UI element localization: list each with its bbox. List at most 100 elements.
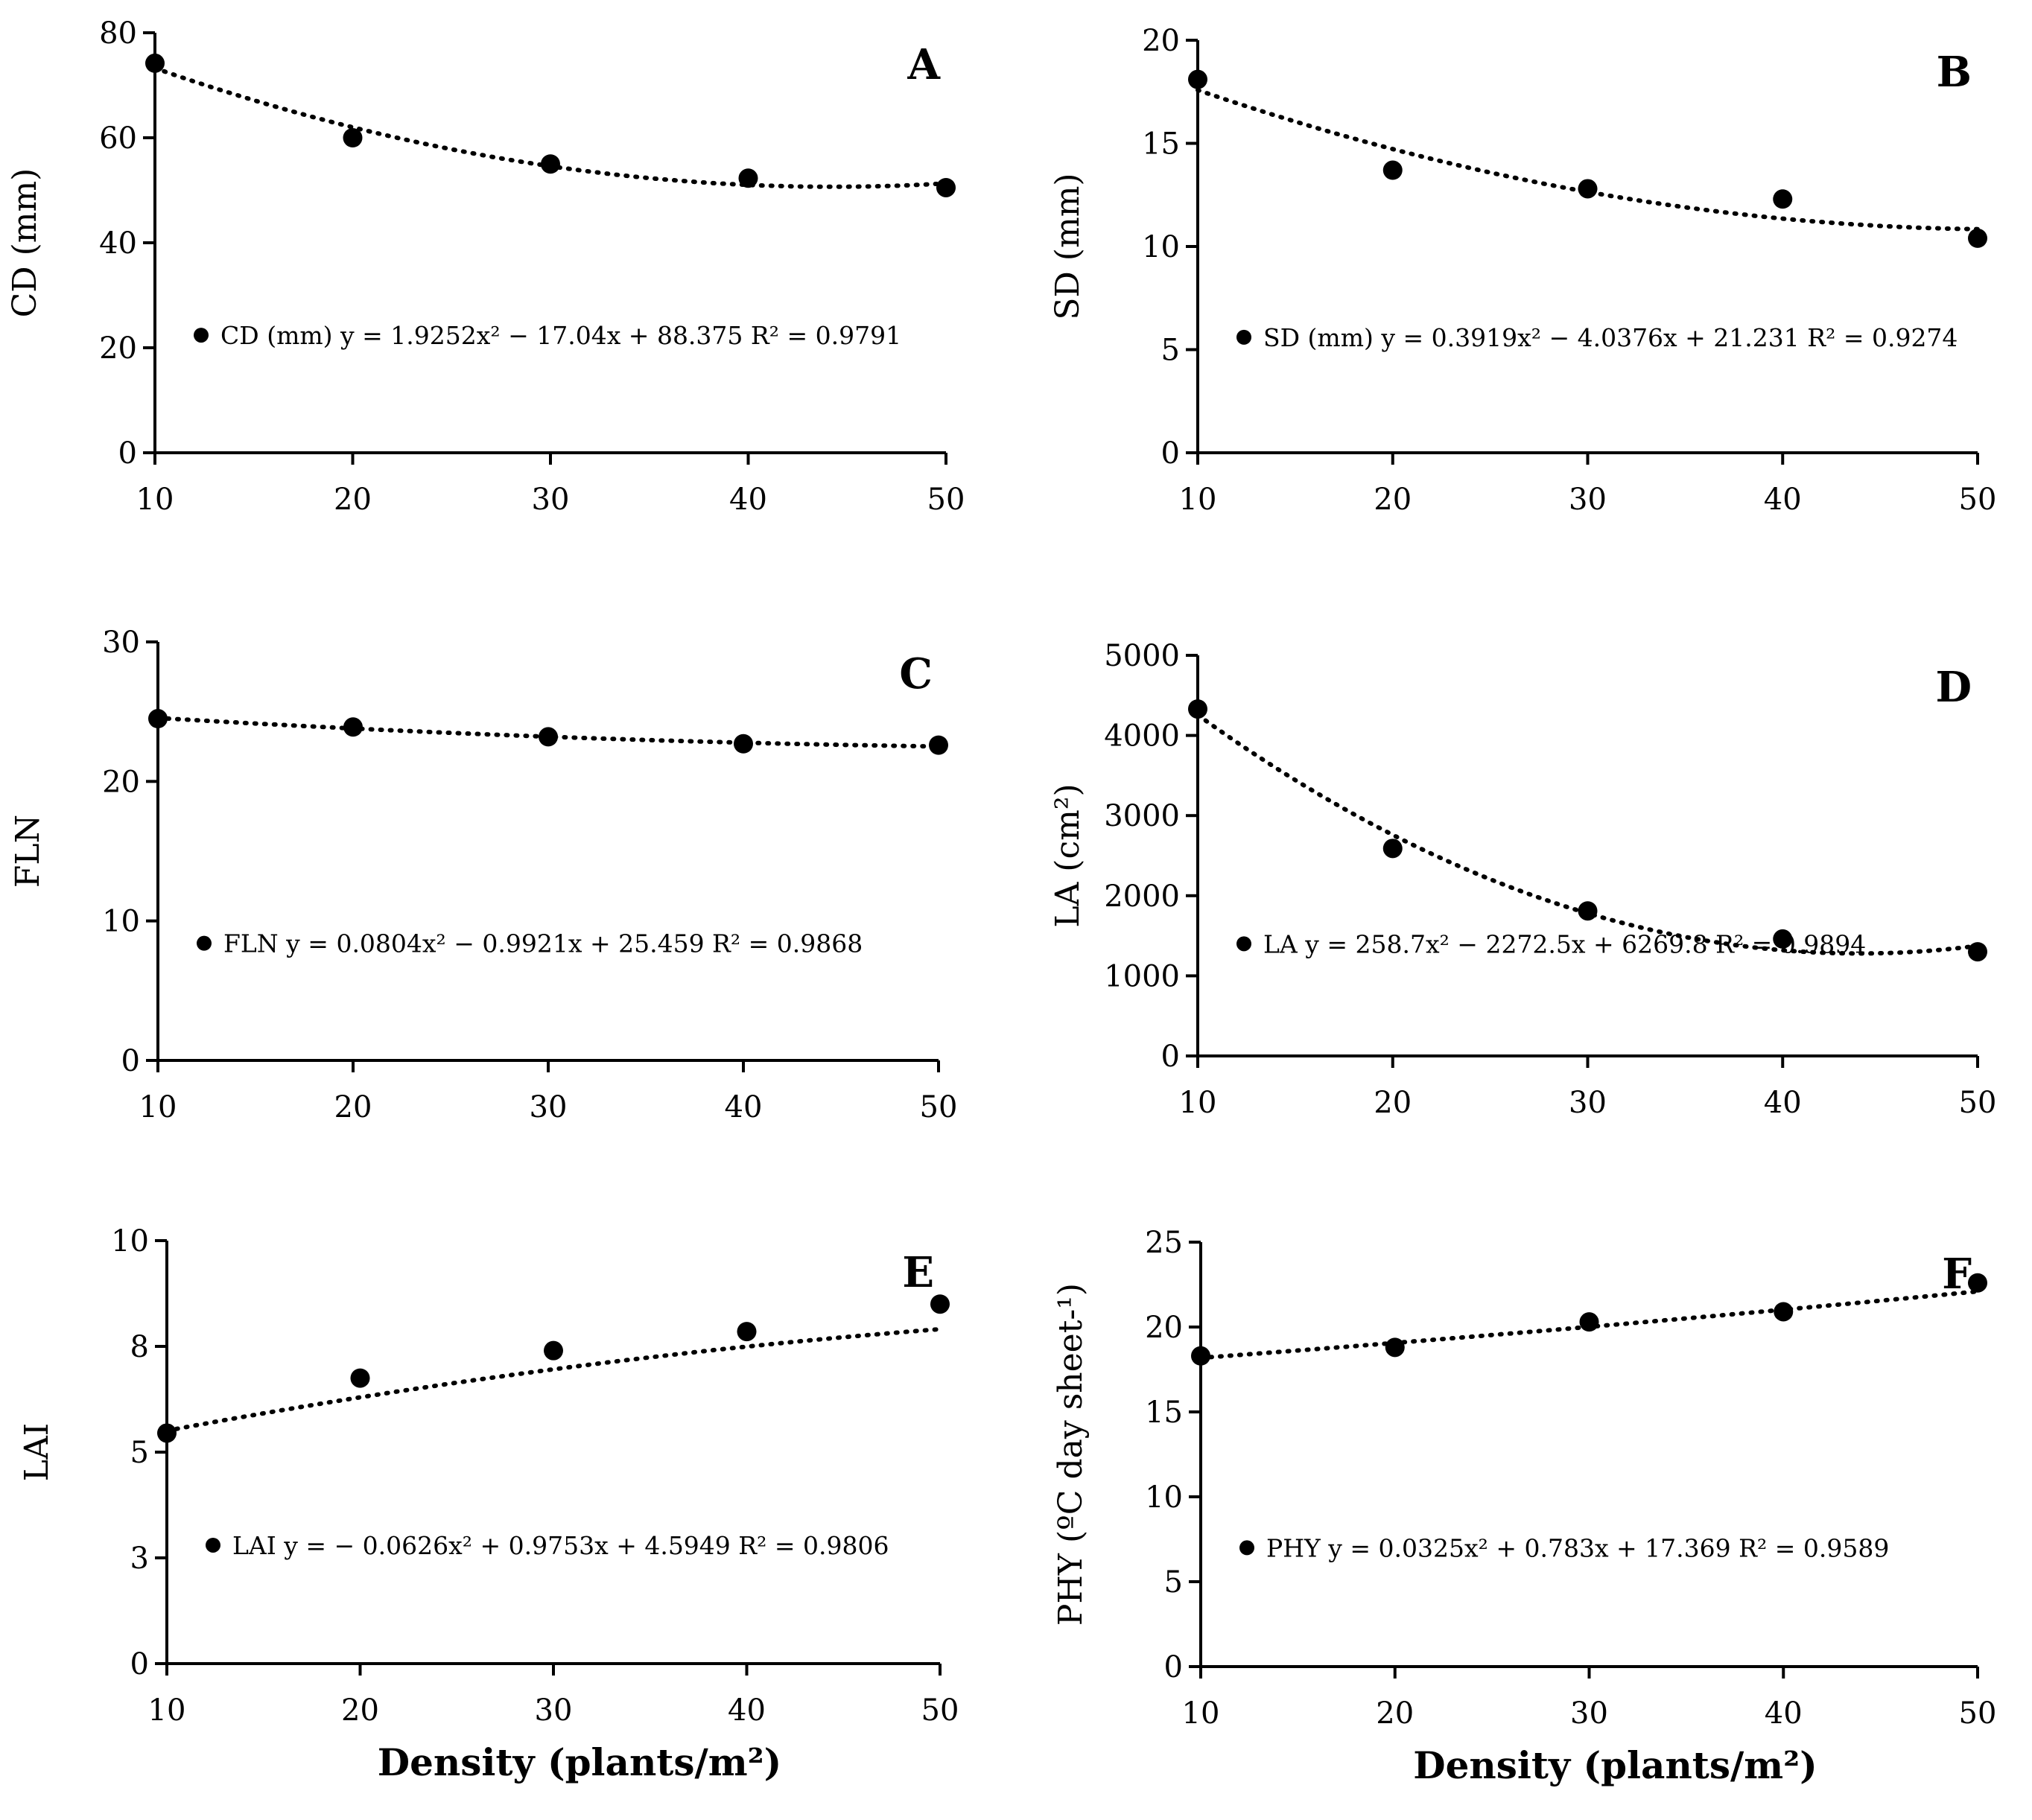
data-point [541, 154, 560, 174]
y-tick-label: 5 [1164, 1565, 1183, 1600]
y-tick-label: 15 [1145, 1396, 1183, 1430]
data-point [350, 1368, 370, 1388]
x-tick-label: 20 [1376, 1696, 1414, 1731]
y-tick-label: 10 [1145, 1480, 1183, 1515]
chart-panel-d: 0 1000 2000 3000 4000 5000 10 20 30 40 50 LA (cm²) D… [1049, 639, 1996, 1120]
x-tick-label: 20 [1374, 483, 1412, 517]
x-tick-label: 20 [1374, 1086, 1412, 1120]
y-tick-label: 80 [99, 16, 137, 51]
y-tick-label: 0 [118, 436, 137, 471]
panel-label-e: E [902, 1248, 934, 1297]
y-tick-label: 0 [1161, 436, 1180, 471]
data-point [1579, 1312, 1599, 1332]
x-tick-label: 50 [1959, 1696, 1997, 1731]
data-point [148, 709, 168, 729]
x-tick-label: 40 [1765, 1696, 1803, 1731]
y-tick-label: 10 [111, 1224, 149, 1259]
y-tick-label: 15 [1142, 127, 1180, 162]
data-point [929, 735, 948, 755]
legend-marker [194, 328, 209, 343]
data-point [1968, 228, 1987, 248]
x-tick-label: 40 [1764, 1086, 1802, 1120]
data-point [1382, 160, 1403, 180]
data-point [738, 168, 758, 188]
legend-entry-e: LAI y = − 0.0626x² + 0.9753x + 4.5949 R²… [232, 1531, 889, 1560]
x-tick-label: 20 [341, 1693, 379, 1728]
data-point [737, 1322, 757, 1342]
x-tick-label: 10 [148, 1693, 186, 1728]
y-tick-label: 25 [1145, 1226, 1183, 1260]
legend-entry-c: FLN y = 0.0804x² − 0.9921x + 25.459 R² =… [223, 929, 863, 958]
panel-label-d: D [1935, 663, 1972, 712]
x-tick-label: 10 [136, 483, 174, 517]
legend-entry-b: SD (mm) y = 0.3919x² − 4.0376x + 21.231 … [1263, 323, 1958, 352]
y-tick-label: 5 [130, 1436, 149, 1470]
legend-entry-a: CD (mm) y = 1.9252x² − 17.04x + 88.375 R… [220, 321, 901, 350]
y-axis-title-d: LA (cm²) [1049, 783, 1087, 927]
x-tick-label: 40 [725, 1090, 763, 1124]
data-point [157, 1423, 177, 1443]
y-axis-title-f: PHY (ºC day sheet-¹) [1052, 1283, 1090, 1626]
data-point [1968, 942, 1987, 962]
legend-marker [197, 935, 212, 951]
data-point [1774, 1302, 1794, 1322]
data-point [343, 717, 363, 737]
x-tick-label: 10 [1182, 1696, 1220, 1731]
chart-panel-b: 0 5 10 15 20 10 20 30 40 50 SD (mm) B SD (mm) y = 0.… [1049, 24, 1996, 517]
legend-entry-d: LA y = 258.7x² − 2272.5x + 6269.8 R² = 0… [1263, 929, 1866, 958]
y-tick-label: 0 [121, 1044, 140, 1078]
panel-label-f: F [1942, 1250, 1972, 1299]
y-tick-label: 0 [1161, 1040, 1180, 1074]
y-tick-label: 20 [1145, 1311, 1183, 1345]
y-tick-label: 60 [99, 121, 137, 156]
x-tick-label: 10 [139, 1090, 177, 1124]
y-tick-label: 0 [1164, 1650, 1183, 1684]
x-tick-label: 30 [1569, 1086, 1607, 1120]
panel-label-c: C [899, 649, 933, 699]
legend-marker [1239, 1540, 1254, 1556]
data-point [1578, 901, 1598, 921]
data-point [1191, 1346, 1210, 1366]
data-point [1968, 1273, 1987, 1293]
x-tick-label: 50 [921, 1693, 959, 1728]
x-tick-label: 30 [1570, 1696, 1608, 1731]
y-tick-label: 20 [102, 765, 140, 799]
data-point [1385, 1337, 1405, 1358]
data-point [544, 1340, 563, 1361]
x-tick-label: 10 [1179, 1086, 1217, 1120]
data-point [1382, 839, 1403, 859]
data-point [936, 177, 956, 197]
data-point [1188, 699, 1207, 719]
y-tick-label: 2000 [1104, 879, 1180, 914]
x-tick-label: 30 [532, 483, 570, 517]
y-axis-title-e: LAI [18, 1423, 56, 1481]
y-tick-label: 10 [1142, 230, 1180, 264]
x-tick-label: 30 [530, 1090, 568, 1124]
x-tick-label: 40 [729, 483, 767, 517]
panel-label-b: B [1937, 48, 1972, 97]
y-tick-label: 1000 [1104, 959, 1180, 993]
x-tick-label: 20 [334, 1090, 372, 1124]
data-point [930, 1294, 950, 1314]
trend-line-b [1196, 87, 1980, 232]
data-point [539, 727, 558, 747]
panel-label-a: A [907, 40, 942, 89]
y-tick-label: 8 [130, 1330, 149, 1364]
data-point [734, 734, 753, 754]
y-tick-label: 30 [102, 626, 140, 660]
legend-marker [1236, 936, 1251, 952]
y-tick-label: 10 [102, 905, 140, 939]
data-point [1188, 69, 1207, 89]
y-tick-label: 20 [99, 331, 137, 366]
x-tick-label: 50 [920, 1090, 958, 1124]
x-tick-label: 50 [1959, 483, 1997, 517]
legend-marker [206, 1537, 220, 1553]
x-tick-label: 40 [1764, 483, 1802, 517]
y-tick-label: 3 [130, 1541, 149, 1576]
y-tick-label: 20 [1142, 24, 1180, 58]
data-point [343, 128, 363, 147]
chart-panel-f: 0 5 10 15 20 25 10 20 30 40 50 PHY (ºC day sheet-¹)… [1052, 1226, 1996, 1787]
data-point [1773, 929, 1793, 949]
x-tick-label: 10 [1179, 483, 1217, 517]
